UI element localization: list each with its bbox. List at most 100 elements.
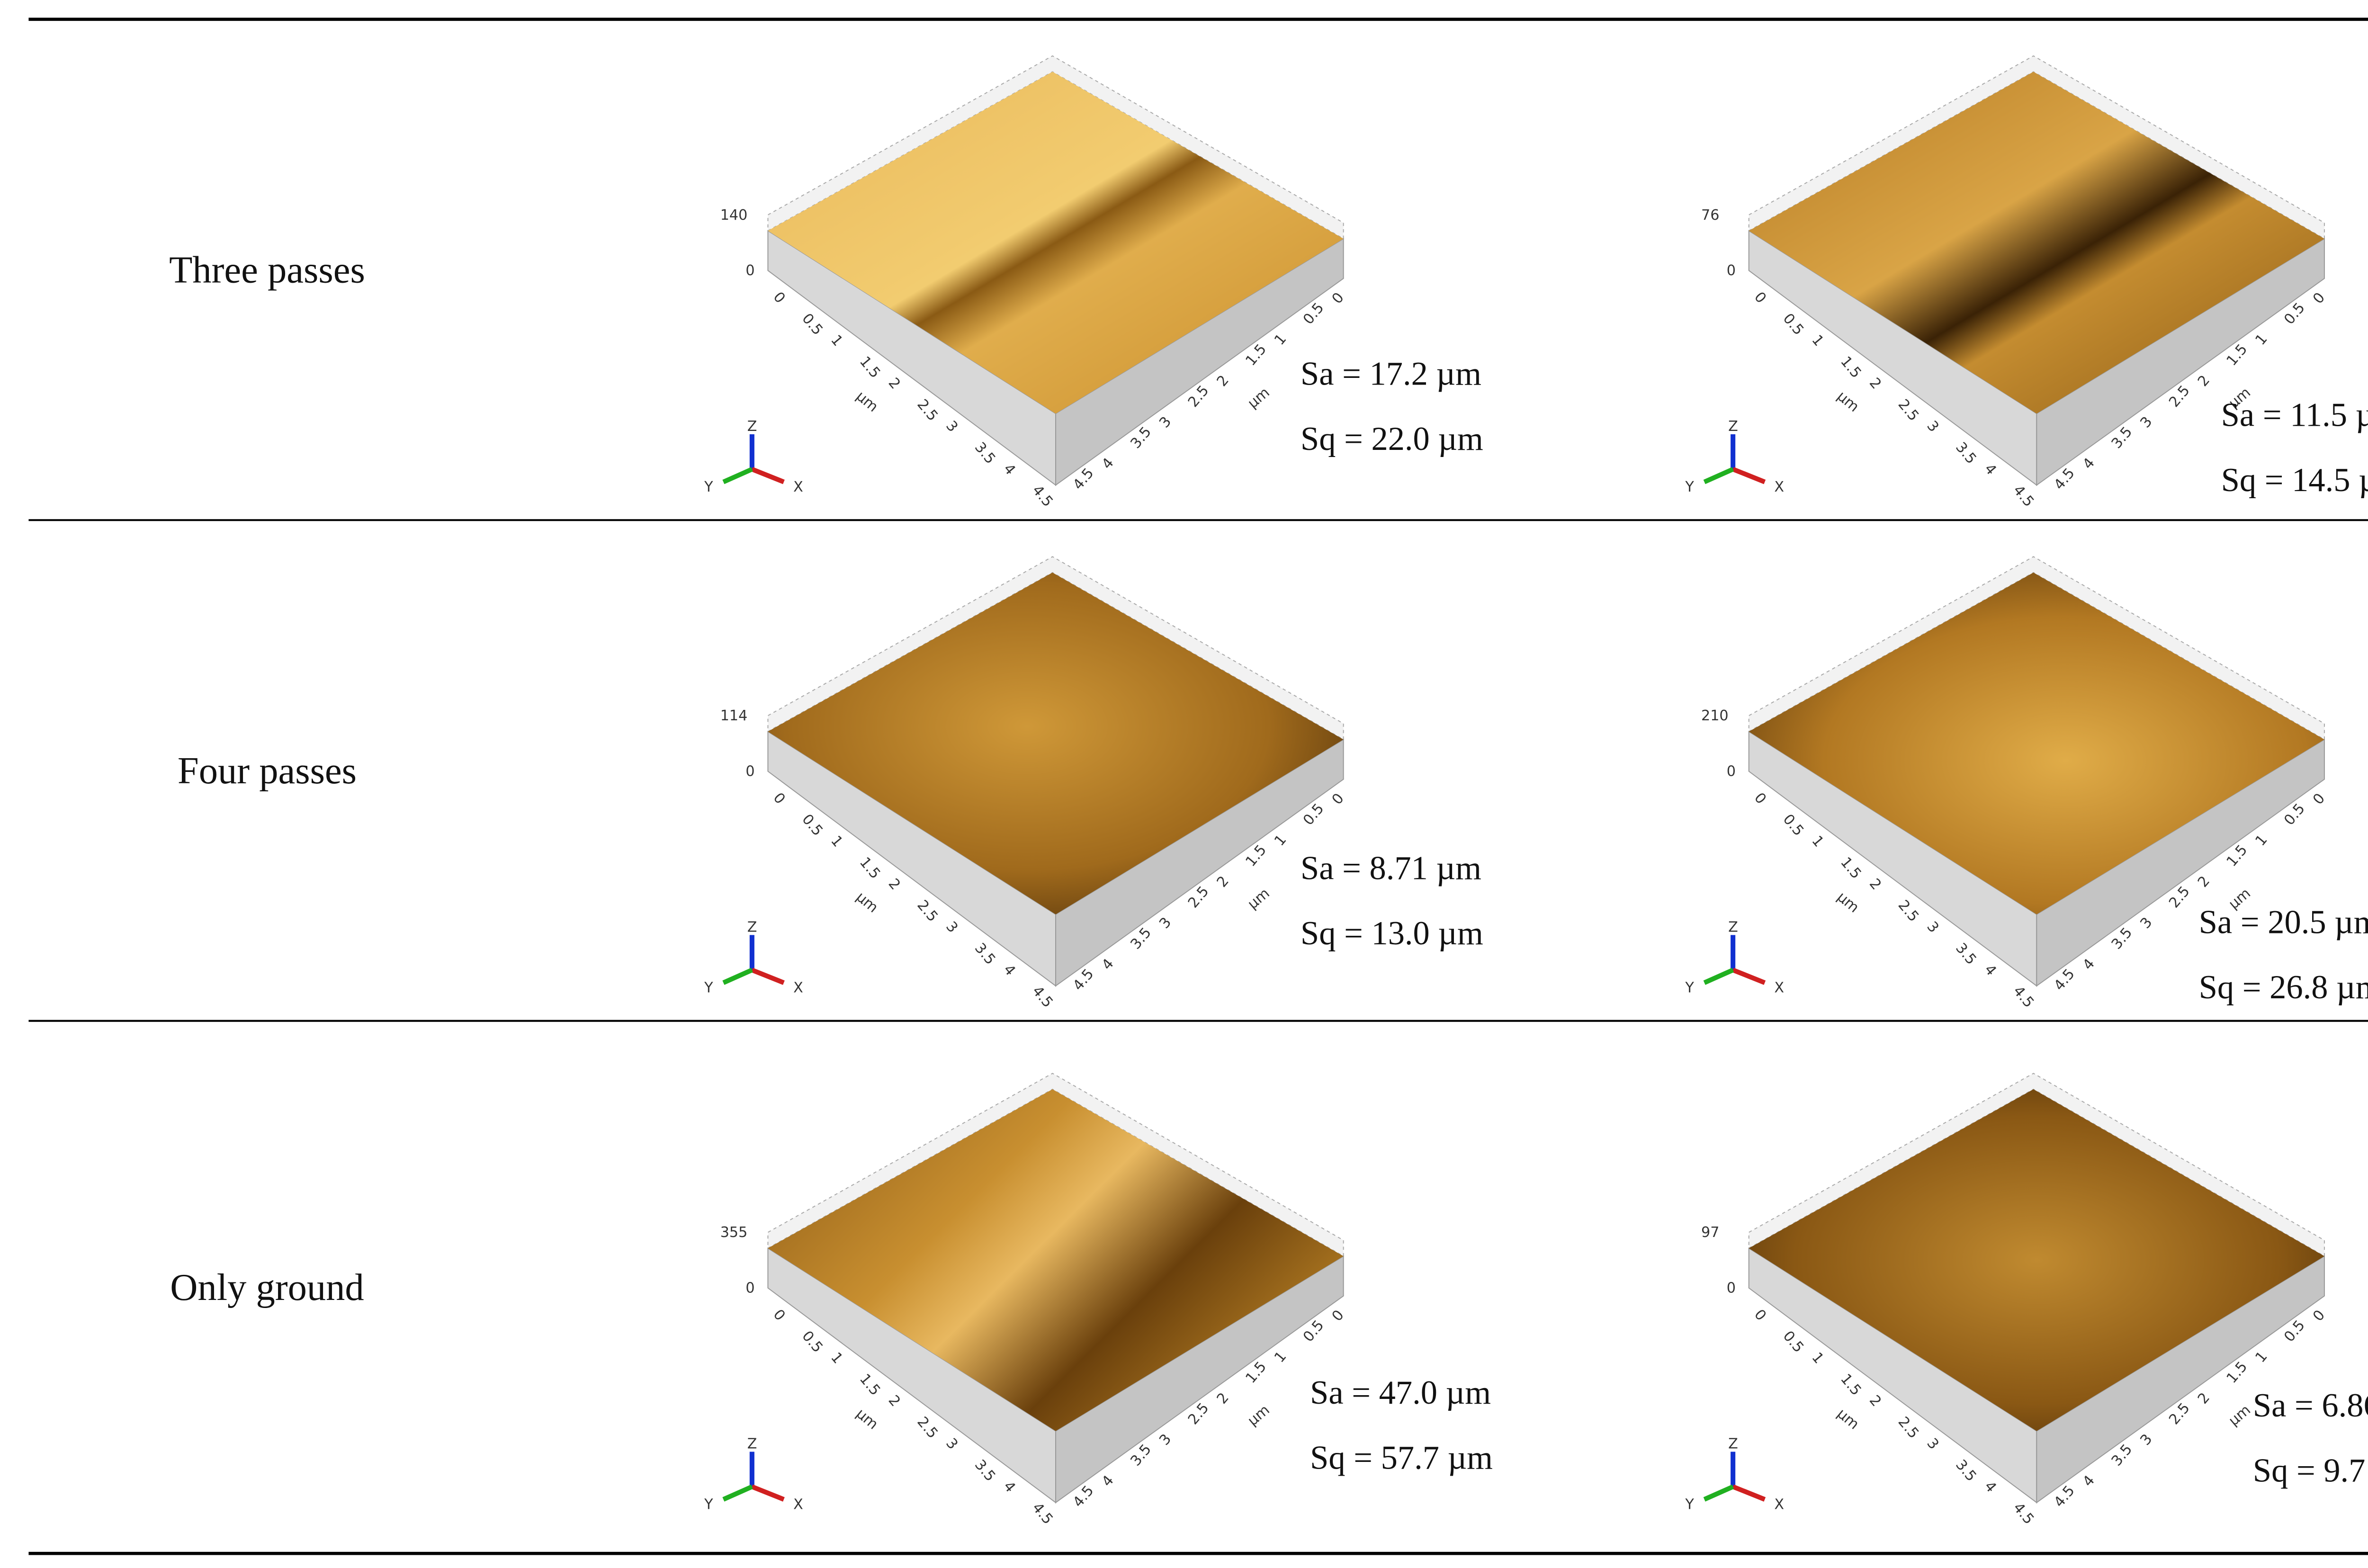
row-label: Four passes: [178, 750, 357, 792]
x-tick-label: 2: [1866, 1392, 1884, 1410]
x-tick-label: 3: [1923, 1435, 1942, 1452]
z-axis-label: Z: [747, 418, 757, 435]
x-tick-label: 4: [1981, 961, 2000, 979]
x-arrow: [751, 467, 785, 484]
x-tick-label: 3: [1923, 418, 1942, 435]
y-tick-label: 4: [2080, 455, 2098, 472]
y-arrow: [1703, 467, 1734, 484]
y-unit: µm: [1245, 1402, 1273, 1429]
x-unit: µm: [853, 1406, 881, 1433]
sq-value: Sq = 9.71 µm: [2253, 1452, 2368, 1489]
x-tick-label: 3.5: [1952, 940, 1980, 968]
y-arrow: [722, 1484, 753, 1502]
x-unit: µm: [1834, 889, 1862, 916]
x-tick-label: 0: [770, 289, 789, 306]
z-max-label: 355: [720, 1224, 748, 1241]
x-tick-label: 1.5: [1837, 353, 1865, 381]
y-tick-label: 2: [1214, 1389, 1232, 1407]
y-tick-label: 1: [1271, 832, 1290, 849]
y-tick-label: 2: [1214, 372, 1232, 390]
y-arrow: [1703, 968, 1734, 985]
x-tick-label: 2: [1866, 375, 1884, 392]
z-axis-label: Z: [1728, 919, 1738, 936]
x-axis-label: X: [1774, 979, 1784, 996]
x-tick-label: 2.5: [914, 897, 941, 925]
x-tick-label: 1.5: [1837, 854, 1865, 882]
x-arrow: [1732, 968, 1766, 985]
sa-value: Sa = 6.86 µm: [2253, 1387, 2368, 1424]
x-tick-label: 4: [1981, 1478, 2000, 1496]
x-tick-label: 1: [1808, 332, 1827, 349]
x-tick-label: 4.5: [1029, 482, 1056, 510]
z-min-label: 0: [1727, 1280, 1736, 1297]
x-tick-label: 2.5: [1895, 897, 1922, 925]
x-tick-label: 4.5: [2010, 983, 2037, 1011]
y-tick-label: 4: [2080, 956, 2098, 973]
x-arrow: [751, 968, 785, 985]
x-unit: µm: [1834, 1406, 1862, 1433]
y-arrow: [1703, 1484, 1734, 1502]
y-tick-label: 3: [1156, 914, 1175, 932]
y-tick-label: 0: [1329, 289, 1347, 307]
z-axis-label: Z: [747, 1436, 757, 1452]
x-tick-label: 0.5: [1780, 310, 1807, 338]
x-tick-label: 2.5: [914, 396, 941, 424]
x-tick-label: 4.5: [2010, 1499, 2037, 1527]
x-tick-label: 4.5: [2010, 482, 2037, 510]
x-tick-label: 1: [827, 833, 846, 850]
x-tick-label: 0.5: [1780, 1328, 1807, 1356]
x-tick-label: 4: [1000, 1478, 1019, 1496]
y-tick-label: 1: [2252, 331, 2270, 349]
x-tick-label: 2.5: [1895, 1414, 1922, 1442]
z-axis-label: Z: [1728, 418, 1738, 435]
x-arrow: [1732, 467, 1766, 484]
x-tick-label: 3.5: [1952, 439, 1980, 467]
sq-value: Sq = 14.5 µm: [2221, 462, 2368, 499]
z-min-label: 0: [745, 262, 754, 279]
sq-value: Sq = 26.8 µm: [2199, 969, 2368, 1006]
y-tick-label: 1: [1271, 331, 1290, 349]
z-min-label: 0: [1727, 262, 1736, 279]
x-tick-label: 2.5: [1895, 396, 1922, 424]
y-axis-label: Y: [1685, 979, 1694, 996]
x-tick-label: 4.5: [1029, 983, 1056, 1011]
surface: [768, 1089, 1344, 1431]
x-axis-label: X: [793, 479, 803, 495]
x-tick-label: 2: [885, 375, 904, 392]
x-tick-label: 2: [885, 876, 904, 893]
z-max-label: 97: [1701, 1224, 1719, 1241]
y-tick-label: 4: [1099, 455, 1117, 472]
x-tick-label: 2: [1866, 876, 1884, 893]
y-axis-label: Y: [704, 479, 713, 495]
sq-value: Sq = 13.0 µm: [1301, 915, 1483, 952]
x-arrow: [1732, 1484, 1766, 1502]
right-wall: [1055, 1255, 1344, 1504]
x-tick-label: 3: [1923, 918, 1942, 936]
sa-value: Sa = 8.71 µm: [1301, 850, 1481, 887]
y-tick-label: 2: [2195, 372, 2213, 390]
y-unit: µm: [1245, 885, 1273, 913]
sq-value: Sq = 57.7 µm: [1310, 1440, 1493, 1477]
x-axis-label: X: [1774, 479, 1784, 495]
x-tick-label: 4.5: [1029, 1499, 1056, 1527]
y-axis-label: Y: [704, 979, 713, 996]
sq-value: Sq = 22.0 µm: [1301, 421, 1483, 457]
sa-value: Sa = 11.5 µm: [2221, 397, 2368, 434]
surface: [768, 573, 1344, 914]
x-tick-label: 0.5: [798, 310, 826, 338]
x-tick-label: 0: [1751, 790, 1769, 807]
x-tick-label: 1: [1808, 833, 1827, 850]
y-tick-label: 0: [2310, 790, 2328, 808]
right-wall: [1055, 238, 1344, 486]
row-label: Three passes: [169, 249, 365, 291]
y-tick-label: 2: [2195, 873, 2213, 890]
x-tick-label: 0: [770, 1307, 789, 1324]
z-min-label: 0: [1727, 763, 1736, 780]
y-axis-label: Y: [704, 1496, 713, 1513]
y-tick-label: 1: [2252, 1348, 2270, 1366]
surface: [1749, 1089, 2324, 1431]
